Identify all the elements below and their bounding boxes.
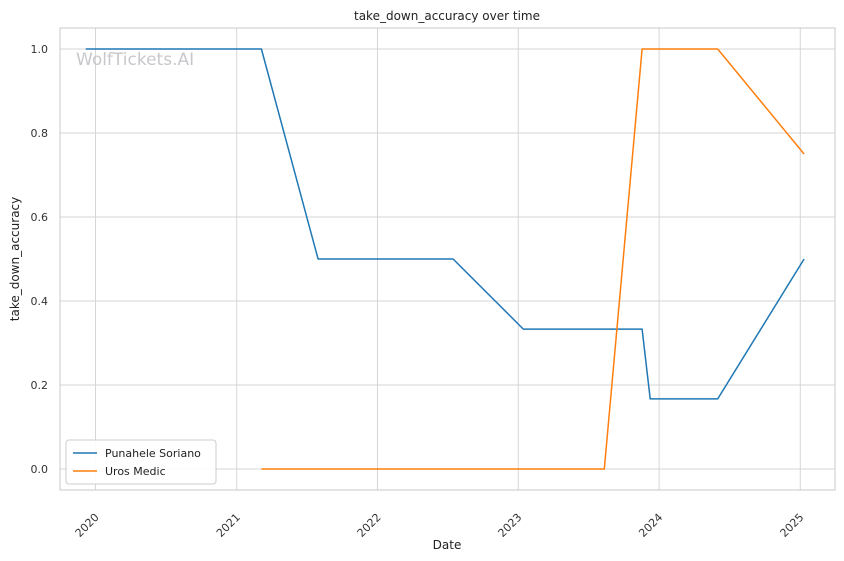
x-tick-label: 2021 xyxy=(214,511,243,540)
x-axis-label: Date xyxy=(433,538,462,552)
x-tick-label: 2020 xyxy=(73,511,102,540)
y-tick-labels: 0.0 0.2 0.4 0.6 0.8 1.0 xyxy=(31,43,49,476)
y-axis-label: take_down_accuracy xyxy=(8,197,22,321)
y-tick-label: 0.2 xyxy=(31,379,49,392)
chart-title: take_down_accuracy over time xyxy=(354,9,540,23)
x-tick-label: 2022 xyxy=(355,511,384,540)
legend-label-uros-medic: Uros Medic xyxy=(105,465,166,478)
legend: Punahele Soriano Uros Medic xyxy=(66,440,216,484)
x-tick-labels: 2020 2021 2022 2023 2024 2025 xyxy=(73,511,807,540)
x-tick-label: 2023 xyxy=(496,511,525,540)
legend-label-punahele-soriano: Punahele Soriano xyxy=(105,447,201,460)
x-tick-label: 2024 xyxy=(636,511,665,540)
y-tick-label: 0.4 xyxy=(31,295,49,308)
y-tick-label: 0.6 xyxy=(31,211,49,224)
y-tick-label: 0.8 xyxy=(31,127,49,140)
y-tick-label: 1.0 xyxy=(31,43,49,56)
series-lines xyxy=(86,49,804,469)
series-line-punahele-soriano xyxy=(86,49,804,399)
y-tick-label: 0.0 xyxy=(31,463,49,476)
watermark: WolfTickets.AI xyxy=(76,50,194,70)
x-tick-label: 2025 xyxy=(778,511,807,540)
